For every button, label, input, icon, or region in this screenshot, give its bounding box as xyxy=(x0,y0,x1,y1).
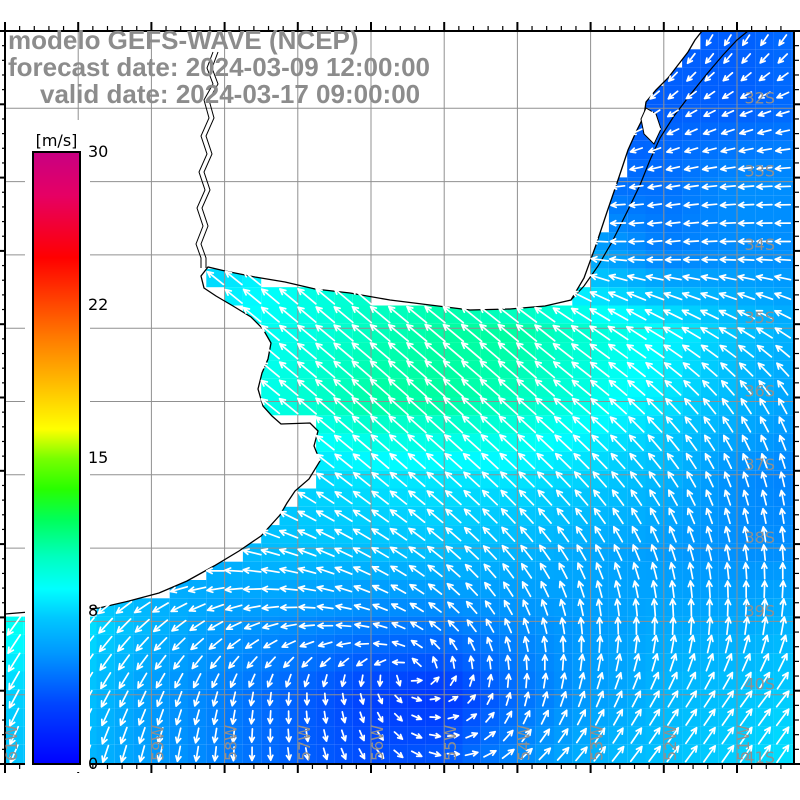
colorbar-tick-label: 0 xyxy=(88,754,98,773)
lat-label: 33S xyxy=(744,162,775,181)
map-frame xyxy=(0,22,800,773)
lat-label: 35S xyxy=(744,308,775,327)
colorbar-tick-label: 15 xyxy=(88,448,108,467)
lat-label: 41S xyxy=(744,748,775,767)
lon-label: 54W xyxy=(514,725,533,761)
coastline-group xyxy=(4,30,749,615)
lat-label: 37S xyxy=(744,455,775,474)
land-mass xyxy=(5,31,702,614)
lon-label: 55W xyxy=(441,725,460,761)
lat-label: 32S xyxy=(744,88,775,107)
wind-arrows xyxy=(6,34,792,764)
lon-label: 51W xyxy=(734,725,753,761)
lon-label: 52W xyxy=(661,725,680,761)
colorbar-tick-label: 22 xyxy=(88,295,108,314)
lat-label: 39S xyxy=(744,601,775,620)
river-uruguay xyxy=(195,51,214,268)
lon-label: 57W xyxy=(295,725,314,761)
lon-label: 56W xyxy=(368,725,387,761)
colorbar: [m/s] 0 8 15 22 30 xyxy=(25,120,108,773)
colorbar-unit-label: [m/s] xyxy=(36,131,78,150)
lon-label: 58W xyxy=(222,725,241,761)
colorbar-tick-label: 30 xyxy=(88,142,108,161)
colorbar-tick-label: 8 xyxy=(88,601,98,620)
lat-label: 38S xyxy=(744,528,775,547)
river-uruguay-bank xyxy=(200,51,219,268)
lon-label: 59W xyxy=(148,725,167,761)
coastline xyxy=(4,30,703,615)
lon-label: 61W xyxy=(2,725,21,761)
lagoon xyxy=(640,107,662,145)
lon-label: 53W xyxy=(588,725,607,761)
lat-label: 36S xyxy=(744,382,775,401)
lat-label: 34S xyxy=(744,235,775,254)
colorbar-outline xyxy=(32,151,81,765)
lat-label: 40S xyxy=(744,675,775,694)
